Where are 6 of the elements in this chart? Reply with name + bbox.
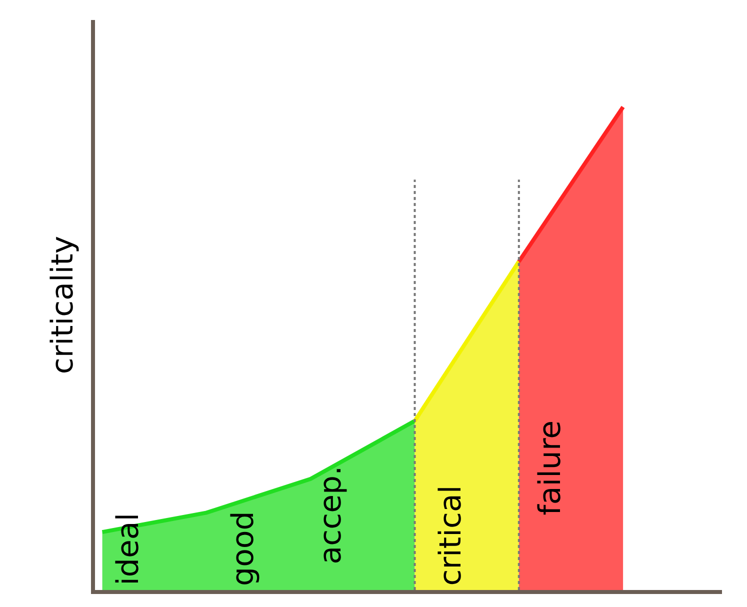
annotation: good <box>226 511 261 586</box>
annotation: accep. <box>314 466 349 564</box>
annotation: critical <box>434 485 469 586</box>
annotation: failure <box>533 420 568 516</box>
annotation: ideal <box>111 512 146 586</box>
y-axis-title: criticality <box>46 236 80 374</box>
